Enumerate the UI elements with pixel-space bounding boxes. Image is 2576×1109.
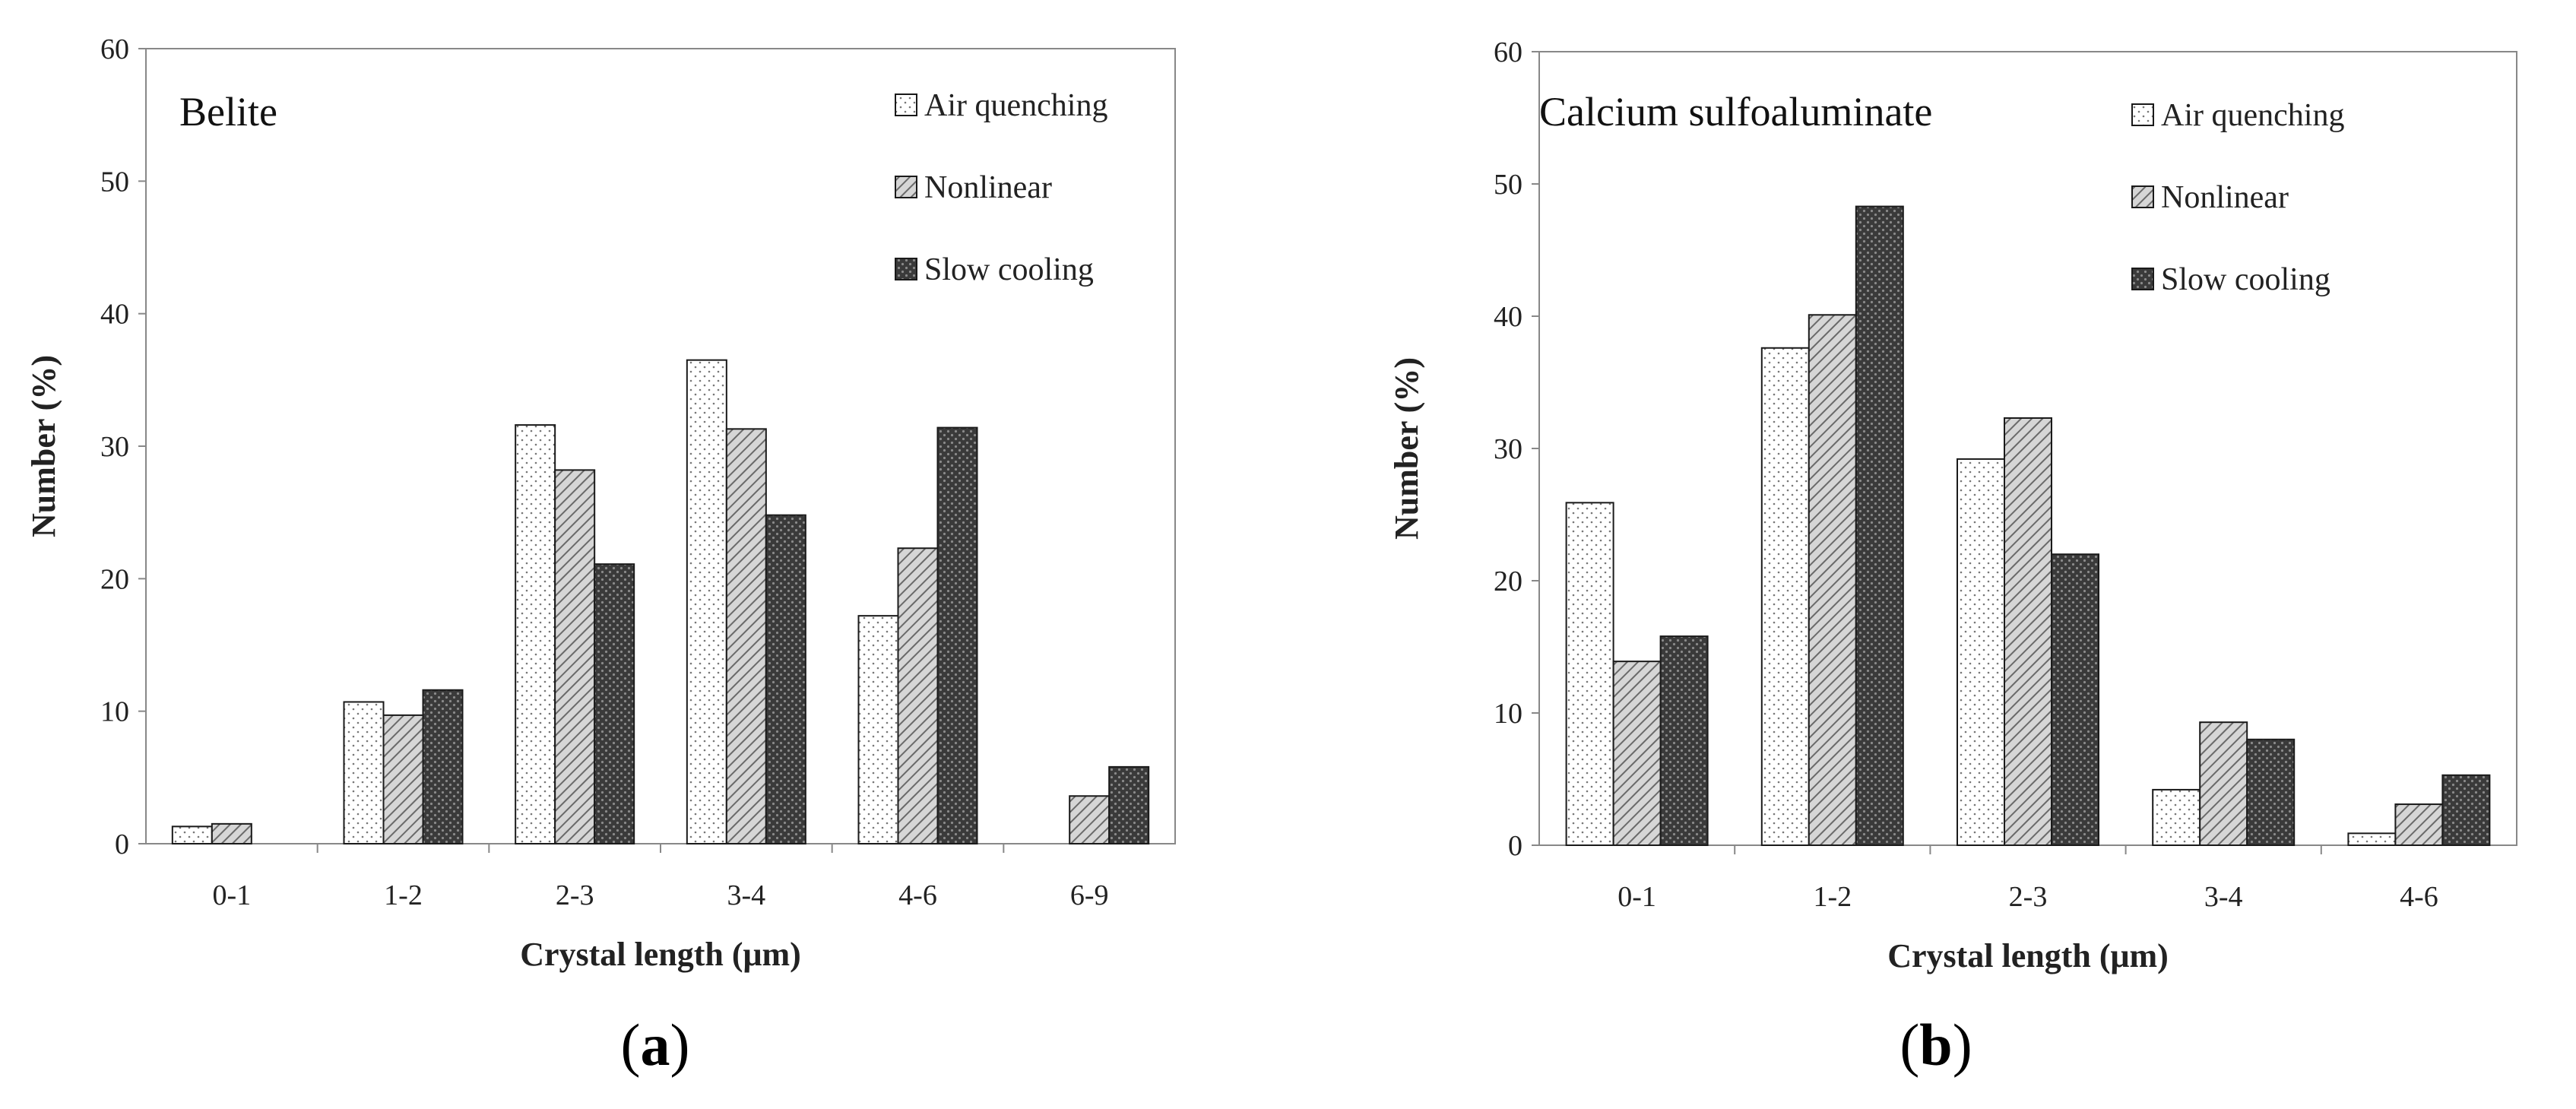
x-tick-label: 3-4 — [2204, 881, 2243, 913]
bar-nonlinear — [725, 428, 767, 844]
bar-nonlinear — [382, 714, 424, 844]
plot-area — [145, 48, 1176, 844]
bar-slow-cooling — [422, 689, 464, 844]
legend-label-air-quenching: Air quenching — [924, 88, 1107, 123]
y-tick-label: 50 — [1494, 169, 1522, 201]
y-tick-label: 60 — [1494, 36, 1522, 68]
bar-slow-cooling — [936, 426, 978, 844]
chart-title: Belite — [179, 89, 277, 135]
legend-swatch-slow-cooling — [895, 258, 917, 280]
legend-swatch-air-quenching — [895, 93, 917, 116]
y-tick-label: 40 — [1494, 301, 1522, 333]
bar-chart-calcium-sulfoaluminate: 0 10 20 30 40 50 60 0-1 1-2 2-3 3-4 4-6 Crystal leng… — [1388, 36, 2517, 974]
bar-slow-cooling — [2246, 738, 2296, 846]
bar-slow-cooling — [594, 563, 635, 844]
y-tick-label: 60 — [100, 33, 129, 65]
bar-air-quenching — [515, 424, 556, 844]
legend-swatch-nonlinear — [2131, 185, 2154, 208]
bar-slow-cooling — [2441, 774, 2491, 847]
x-tick-label: 3-4 — [727, 879, 766, 911]
y-tick-label: 30 — [100, 431, 129, 463]
panel-caption-a: (a) — [620, 1012, 690, 1078]
bar-air-quenching — [2347, 832, 2397, 846]
bar-slow-cooling — [1659, 635, 1709, 847]
y-tick-label: 30 — [1494, 433, 1522, 465]
bar-nonlinear — [897, 547, 939, 845]
legend-swatch-slow-cooling — [2131, 268, 2154, 290]
bar-air-quenching — [857, 615, 899, 844]
y-tick-label: 0 — [1508, 830, 1522, 862]
chart-panel-a: 0 10 20 30 40 50 60 0-1 1-2 2-3 3-4 4-6 6-9 Crystal l… — [25, 33, 1176, 1078]
x-axis-label: Crystal length (μm) — [1887, 937, 2169, 974]
bar-slow-cooling — [1855, 205, 1904, 846]
bar-nonlinear — [2394, 803, 2444, 847]
x-tick-label: 4-6 — [2400, 881, 2438, 913]
legend-label-slow-cooling: Slow cooling — [2161, 262, 2330, 297]
x-tick-label: 0-1 — [1618, 881, 1656, 913]
y-tick-label: 10 — [1494, 698, 1522, 730]
bar-slow-cooling — [2051, 553, 2099, 846]
bar-slow-cooling — [765, 514, 806, 844]
panel-caption-b: (b) — [1900, 1012, 1972, 1078]
legend-label-nonlinear: Nonlinear — [924, 170, 1052, 205]
x-tick-label: 1-2 — [384, 879, 423, 911]
bar-slow-cooling — [1108, 765, 1150, 844]
chart-title: Calcium sulfoaluminate — [1539, 89, 1932, 135]
legend-swatch-air-quenching — [2131, 103, 2154, 126]
x-tick-label: 4-6 — [898, 879, 937, 911]
bar-air-quenching — [1565, 502, 1614, 847]
legend-label-slow-cooling: Slow cooling — [924, 252, 1094, 287]
bar-air-quenching — [1760, 347, 1810, 846]
x-tick-label: 2-3 — [2009, 881, 2048, 913]
x-axis-label: Crystal length (μm) — [520, 936, 801, 973]
y-tick-label: 10 — [100, 696, 129, 728]
bar-air-quenching — [171, 825, 213, 845]
bar-nonlinear — [1808, 314, 1857, 846]
legend-swatch-nonlinear — [895, 176, 917, 198]
bar-nonlinear — [2004, 417, 2052, 846]
y-tick-label: 50 — [100, 166, 129, 198]
x-tick-label: 6-9 — [1070, 879, 1109, 911]
bar-nonlinear — [2199, 721, 2248, 846]
bar-nonlinear — [554, 469, 596, 844]
y-axis-label: Number (%) — [1388, 357, 1425, 540]
legend-label-air-quenching: Air quenching — [2161, 98, 2344, 133]
bar-air-quenching — [1957, 458, 2005, 846]
y-tick-label: 0 — [115, 829, 129, 860]
legend-label-nonlinear: Nonlinear — [2161, 180, 2289, 215]
bar-air-quenching — [343, 701, 385, 844]
bar-nonlinear — [1612, 661, 1662, 847]
y-tick-label: 20 — [100, 563, 129, 595]
y-tick-label: 40 — [100, 299, 129, 331]
bar-nonlinear — [1069, 795, 1111, 844]
x-tick-label: 0-1 — [213, 879, 252, 911]
x-tick-label: 1-2 — [1813, 881, 1852, 913]
bar-air-quenching — [2152, 788, 2201, 847]
bar-nonlinear — [211, 822, 252, 844]
y-axis-label: Number (%) — [25, 355, 62, 537]
bar-chart-belite: 0 10 20 30 40 50 60 0-1 1-2 2-3 3-4 4-6 6-9 Crystal l… — [25, 33, 1176, 973]
chart-panel-b: 0 10 20 30 40 50 60 0-1 1-2 2-3 3-4 4-6 Crystal leng… — [1288, 0, 2576, 1109]
y-tick-label: 20 — [1494, 566, 1522, 597]
x-tick-label: 2-3 — [556, 879, 594, 911]
bar-air-quenching — [686, 359, 727, 844]
